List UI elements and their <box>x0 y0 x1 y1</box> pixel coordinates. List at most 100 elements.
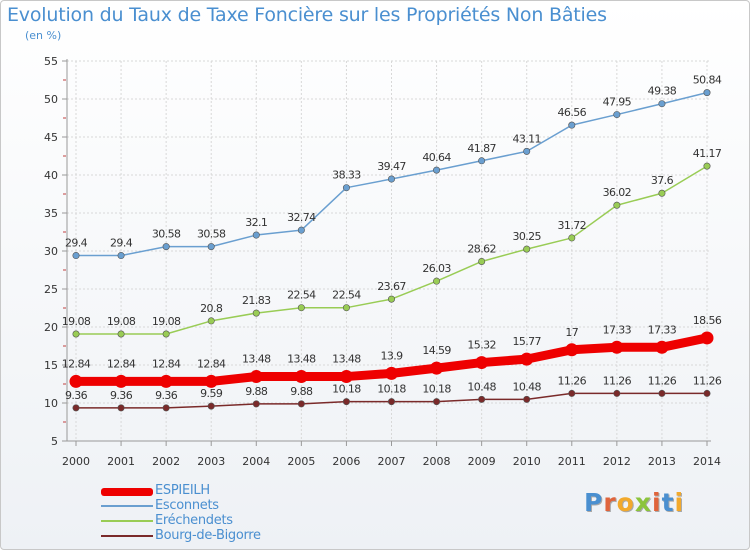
data-label: 37.6 <box>651 174 674 187</box>
data-label: 22.54 <box>287 289 316 302</box>
data-point <box>342 304 350 312</box>
data-label: 31.72 <box>558 219 587 232</box>
data-label: 19.08 <box>152 315 181 328</box>
data-point <box>703 389 711 397</box>
data-label: 41.87 <box>467 142 496 155</box>
data-point <box>655 340 669 354</box>
data-point <box>613 389 621 397</box>
data-label: 13.48 <box>332 353 361 366</box>
data-labels: 12.84 12.84 12.84 12.84 13.48 13.48 13.48 13.9 1… <box>62 74 723 402</box>
data-label: 9.36 <box>110 389 133 402</box>
data-point <box>249 370 263 384</box>
data-point <box>520 352 534 366</box>
logo-letter: r <box>603 488 617 517</box>
x-tick-label: 2011 <box>558 455 586 468</box>
data-label: 17.33 <box>648 323 677 336</box>
axes: 5 10 15 20 25 30 35 40 45 50 55 2000 2001 2002 2003 200… <box>44 55 721 468</box>
data-point <box>658 389 666 397</box>
data-point <box>387 295 395 303</box>
data-point <box>159 374 173 388</box>
data-label: 19.08 <box>107 315 136 328</box>
data-point <box>387 175 395 183</box>
data-label: 40.64 <box>422 151 451 164</box>
x-tick-label: 2007 <box>378 455 406 468</box>
data-label: 26.03 <box>422 262 451 275</box>
x-tick-label: 2013 <box>648 455 676 468</box>
x-tick-label: 2010 <box>513 455 541 468</box>
data-label: 12.84 <box>152 357 181 370</box>
data-point <box>610 340 624 354</box>
logo-letter: t <box>661 488 675 517</box>
data-point <box>568 234 576 242</box>
data-point <box>297 226 305 234</box>
data-point <box>478 157 486 165</box>
data-point <box>207 317 215 325</box>
data-point <box>568 121 576 129</box>
data-label: 36.02 <box>603 186 632 199</box>
legend-label-erechendets: Eréchendets <box>155 513 233 528</box>
data-label: 43.11 <box>512 132 541 145</box>
data-point <box>162 404 170 412</box>
x-tick-label: 2012 <box>603 455 631 468</box>
legend-swatch-bourg-de-bigorre <box>101 535 153 537</box>
data-point <box>703 162 711 170</box>
data-point <box>294 370 308 384</box>
data-label: 9.88 <box>245 385 268 398</box>
data-label: 29.4 <box>65 237 88 250</box>
data-point <box>342 184 350 192</box>
x-tick-label: 2004 <box>242 455 270 468</box>
data-point <box>433 398 441 406</box>
data-point <box>430 361 444 375</box>
data-point <box>568 389 576 397</box>
data-point <box>433 166 441 174</box>
data-label: 12.84 <box>107 357 136 370</box>
y-tick-label: 30 <box>44 245 58 258</box>
data-label: 49.38 <box>648 85 677 98</box>
data-label: 11.26 <box>693 374 722 387</box>
data-label: 18.56 <box>693 314 722 327</box>
y-tick-label: 15 <box>44 359 58 372</box>
x-tick-label: 2008 <box>423 455 451 468</box>
data-label: 9.88 <box>290 385 313 398</box>
data-point <box>72 404 80 412</box>
data-label: 10.18 <box>422 383 451 396</box>
data-label: 22.54 <box>332 289 361 302</box>
legend-swatch-esconnets <box>101 505 153 507</box>
legend-label-espieilh: ESPIEILH <box>155 483 210 498</box>
data-label: 9.36 <box>65 389 88 402</box>
y-tick-label: 5 <box>51 435 58 448</box>
data-point <box>204 374 218 388</box>
x-tick-label: 2002 <box>152 455 180 468</box>
x-tick-label: 2000 <box>62 455 90 468</box>
proxiti-logo: Proxiti <box>584 488 684 517</box>
data-label: 13.48 <box>242 353 271 366</box>
legend-label-bourg-de-bigorre: Bourg-de-Bigorre <box>155 528 261 543</box>
data-point <box>252 400 260 408</box>
data-label: 19.08 <box>62 315 91 328</box>
y-tick-label: 20 <box>44 321 58 334</box>
logo-letter: x <box>634 488 652 517</box>
data-label: 41.17 <box>693 147 722 160</box>
data-point <box>613 111 621 119</box>
data-point <box>162 330 170 338</box>
chart-title: Evolution du Taux de Taxe Foncière sur l… <box>7 4 607 26</box>
x-tick-label: 2003 <box>197 455 225 468</box>
x-tick-label: 2006 <box>332 455 360 468</box>
data-label: 10.18 <box>332 383 361 396</box>
data-point <box>252 231 260 239</box>
data-label: 10.48 <box>512 380 541 393</box>
data-point <box>342 398 350 406</box>
data-label: 30.25 <box>512 230 541 243</box>
data-point <box>69 374 83 388</box>
data-point <box>297 304 305 312</box>
data-label: 15.77 <box>512 335 541 348</box>
data-point <box>117 252 125 260</box>
data-label: 13.48 <box>287 353 316 366</box>
data-label: 23.67 <box>377 280 406 293</box>
data-label: 13.9 <box>380 349 403 362</box>
data-label: 11.26 <box>603 374 632 387</box>
y-tick-label: 50 <box>44 93 58 106</box>
y-tick-label: 55 <box>44 55 58 68</box>
y-tick-label: 10 <box>44 397 58 410</box>
